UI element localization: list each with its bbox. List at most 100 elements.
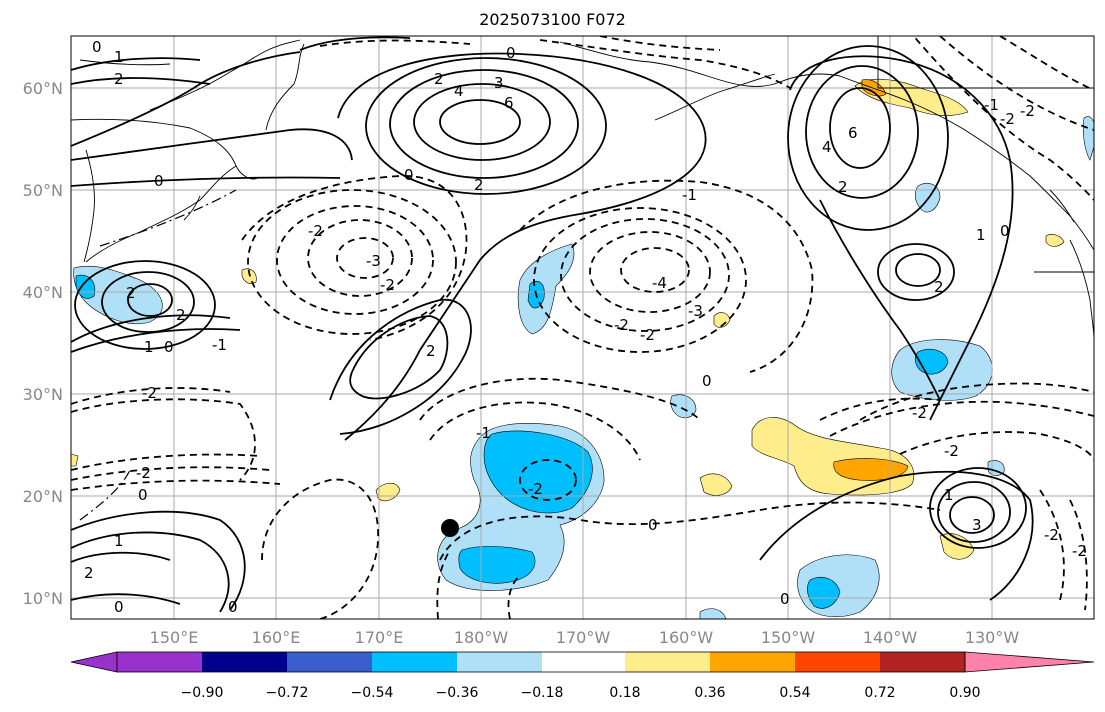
contour-label-minus-2: -2	[944, 442, 959, 460]
lon-label: 180°W	[454, 628, 509, 647]
lon-labels: 150°E 160°E 170°E 180°W 170°W 160°W 150°…	[150, 628, 1020, 647]
contours-positive	[71, 36, 1034, 613]
contour-label-2: 2	[434, 70, 444, 88]
contour-label-0: 0	[1000, 222, 1010, 240]
contour-label-minus-2: -2	[1044, 526, 1059, 544]
lat-label: 20°N	[23, 487, 63, 506]
colorbar-segment	[457, 652, 542, 672]
colorbar-segment	[710, 652, 795, 672]
contour-label-minus-1: -1	[212, 336, 227, 354]
contour-label-minus-1: -1	[682, 186, 697, 204]
contour-label-minus-3: -3	[366, 252, 381, 270]
colorbar-segment	[880, 652, 965, 672]
colorbar-tick-label: 0.54	[779, 685, 810, 701]
lon-label: 150°W	[761, 628, 816, 647]
colorbar-segment	[117, 652, 202, 672]
contour-label-0: 0	[780, 590, 790, 608]
colorbar-segment	[542, 652, 625, 672]
lat-labels: 60°N 50°N 40°N 30°N 20°N 10°N	[23, 79, 63, 608]
lon-label: 170°W	[556, 628, 611, 647]
contour-label-minus-2: -2	[912, 404, 927, 422]
lat-label: 40°N	[23, 283, 63, 302]
contour-label-1: 1	[144, 338, 154, 356]
contour-label-minus-2: -2	[1072, 542, 1087, 560]
contour-label-2: 2	[114, 70, 124, 88]
contour-label-minus-1: -1	[984, 96, 999, 114]
contour-label-0: 0	[154, 172, 164, 190]
lon-label: 130°W	[965, 628, 1020, 647]
colorbar-tick-label: −0.90	[181, 685, 224, 701]
contour-label-2: 2	[176, 306, 186, 324]
colorbar-tick-label: −0.36	[436, 685, 479, 701]
contours-zero	[79, 189, 237, 521]
contour-label-1: 1	[976, 226, 986, 244]
lat-label: 10°N	[23, 589, 63, 608]
contour-label-minus-2: -2	[614, 316, 629, 334]
colorbar-tick-label: −0.18	[521, 685, 564, 701]
contour-label-minus-2: -2	[1020, 102, 1035, 120]
lon-label: 140°W	[863, 628, 918, 647]
contour-label-2: 2	[126, 284, 136, 302]
contour-label-3: 3	[972, 516, 982, 534]
colorbar-tick-label: −0.54	[351, 685, 394, 701]
contour-label-2: 2	[934, 278, 944, 296]
colorbar-tick-label: 0.90	[949, 685, 980, 701]
lat-label: 50°N	[23, 181, 63, 200]
colorbar-segment	[202, 652, 287, 672]
colorbar-tick-label: 0.36	[694, 685, 725, 701]
contour-label-3: 3	[494, 74, 504, 92]
contour-label-minus-2: -2	[528, 480, 543, 498]
colorbar-segment	[625, 652, 710, 672]
lon-label: 160°W	[659, 628, 714, 647]
lat-label: 30°N	[23, 385, 63, 404]
colorbar-tick-label: 0.72	[864, 685, 895, 701]
contour-label-4: 4	[822, 138, 832, 156]
contour-label-minus-2: -2	[142, 384, 157, 402]
lat-label: 60°N	[23, 79, 63, 98]
contour-label-minus-2: -2	[308, 222, 323, 240]
contour-label-1: 1	[114, 48, 124, 66]
map-title: 2025073100 F072	[479, 10, 626, 29]
contour-label-minus-2: -2	[640, 326, 655, 344]
contour-label-2: 2	[838, 178, 848, 196]
lon-label: 160°E	[252, 628, 301, 647]
colorbar-segment	[287, 652, 372, 672]
contour-label-minus-2: -2	[136, 464, 151, 482]
contour-label-0: 0	[648, 516, 658, 534]
contour-label-0: 0	[138, 486, 148, 504]
colorbar-segment	[372, 652, 457, 672]
map-area: 6 4 3 2 0 1 2 0 0 0 2 -3 -2 -2 2 2 2 1 0…	[71, 36, 1094, 619]
contour-labels: 6 4 3 2 0 1 2 0 0 0 2 -3 -2 -2 2 2 2 1 0…	[84, 38, 1087, 616]
contour-label-0: 0	[92, 38, 102, 56]
contour-label-minus-4: -4	[652, 274, 667, 292]
colorbar-extend-min	[70, 651, 118, 673]
contours-negative	[71, 36, 1094, 619]
contour-label-1: 1	[114, 532, 124, 550]
contour-label-0: 0	[404, 166, 414, 184]
contour-label-0: 0	[114, 598, 124, 616]
location-marker	[441, 519, 459, 537]
contour-label-2: 2	[474, 176, 484, 194]
colorbar: −0.90 −0.72 −0.54 −0.36 −0.18 0.18 0.36 …	[70, 651, 1095, 701]
contour-label-minus-1: -1	[476, 424, 491, 442]
colorbar-tick-label: 0.18	[609, 685, 640, 701]
contour-label-0: 0	[164, 338, 174, 356]
lon-label: 170°E	[355, 628, 404, 647]
contour-label-0: 0	[506, 44, 516, 62]
contour-label-1: 1	[944, 486, 954, 504]
colorbar-segment	[795, 652, 880, 672]
contour-label-2: 2	[426, 342, 436, 360]
contour-label-2: 2	[84, 564, 94, 582]
contour-label-minus-3: -3	[688, 302, 703, 320]
contour-label-4: 4	[454, 82, 464, 100]
contour-label-6: 6	[848, 124, 858, 142]
colorbar-extend-max	[964, 651, 1095, 673]
contour-label-6: 6	[504, 94, 514, 112]
contour-label-0: 0	[702, 372, 712, 390]
coastlines	[71, 36, 1094, 341]
map-frame	[70, 35, 1095, 620]
lon-label: 150°E	[150, 628, 199, 647]
contour-label-minus-2: -2	[380, 276, 395, 294]
contour-label-minus-2: -2	[1000, 110, 1015, 128]
